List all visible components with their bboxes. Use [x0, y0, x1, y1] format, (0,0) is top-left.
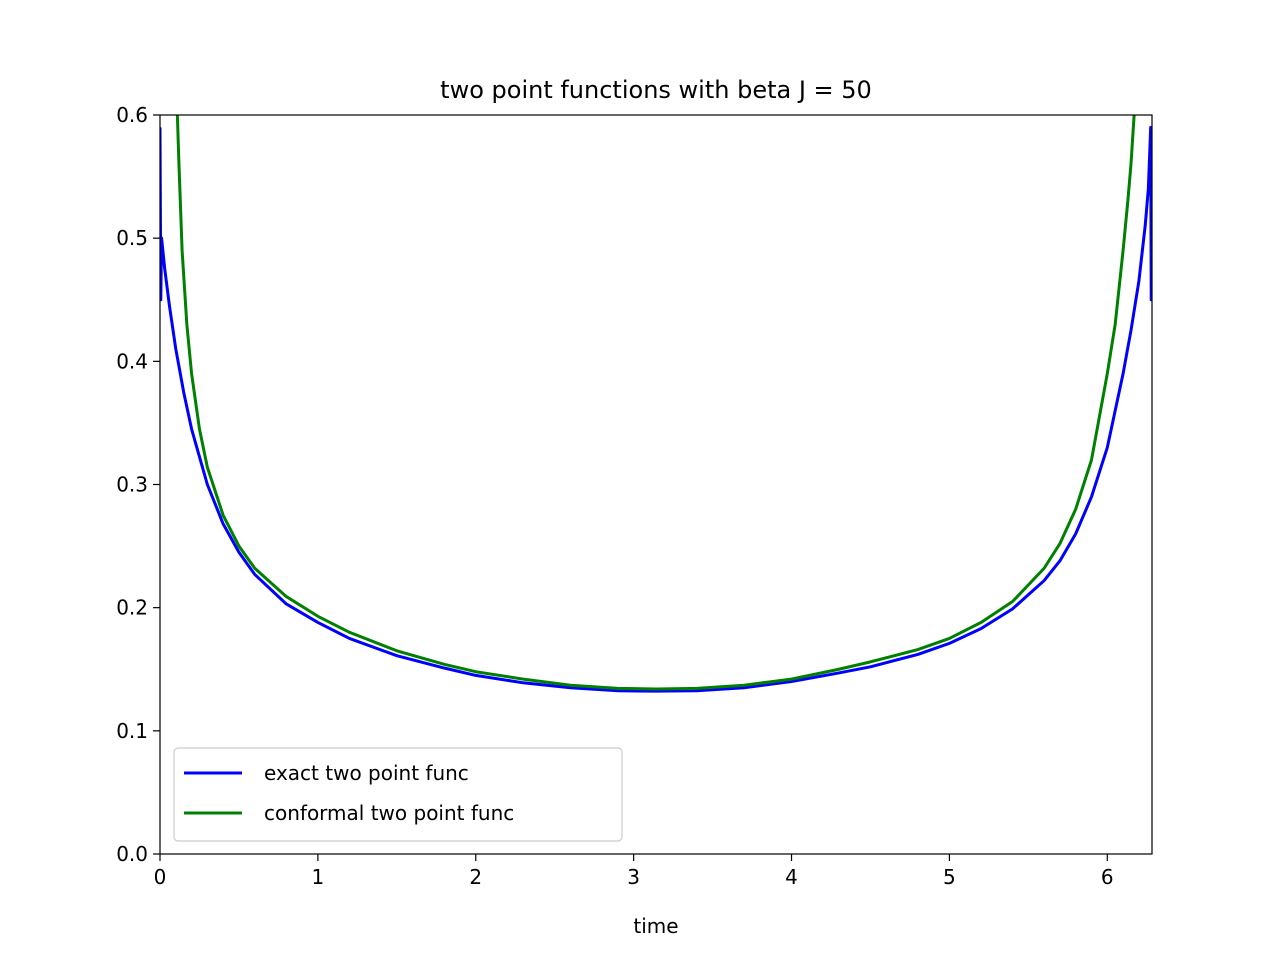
x-tick-label: 5 — [943, 865, 956, 889]
y-tick-label: 0.1 — [116, 719, 148, 743]
x-axis: 0 1 2 3 4 5 6 — [154, 854, 1114, 889]
y-tick-label: 0.6 — [116, 103, 148, 127]
series-layer — [160, 115, 1152, 693]
y-tick-label: 0.3 — [116, 473, 148, 497]
legend-box — [173, 747, 623, 842]
x-tick-label: 1 — [312, 865, 325, 889]
x-tick-label: 4 — [785, 865, 798, 889]
chart-title: two point functions with beta J = 50 — [440, 76, 872, 104]
legend: exact two point func conformal two point … — [173, 747, 623, 842]
x-tick-label: 3 — [627, 865, 640, 889]
y-tick-label: 0.4 — [116, 349, 148, 373]
y-axis: 0.0 0.1 0.2 0.3 0.4 0.5 0.6 — [116, 103, 160, 866]
x-axis-label: time — [633, 914, 678, 938]
x-tick-label: 6 — [1101, 865, 1114, 889]
y-tick-label: 0.5 — [116, 226, 148, 250]
y-tick-label: 0.0 — [116, 842, 148, 866]
legend-label-0: exact two point func — [264, 761, 469, 785]
x-tick-label: 2 — [469, 865, 482, 889]
series-line-0 — [160, 125, 1152, 693]
series-line-1 — [175, 115, 1136, 691]
legend-label-1: conformal two point func — [264, 801, 514, 825]
y-tick-label: 0.2 — [116, 596, 148, 620]
x-tick-label: 0 — [154, 865, 167, 889]
